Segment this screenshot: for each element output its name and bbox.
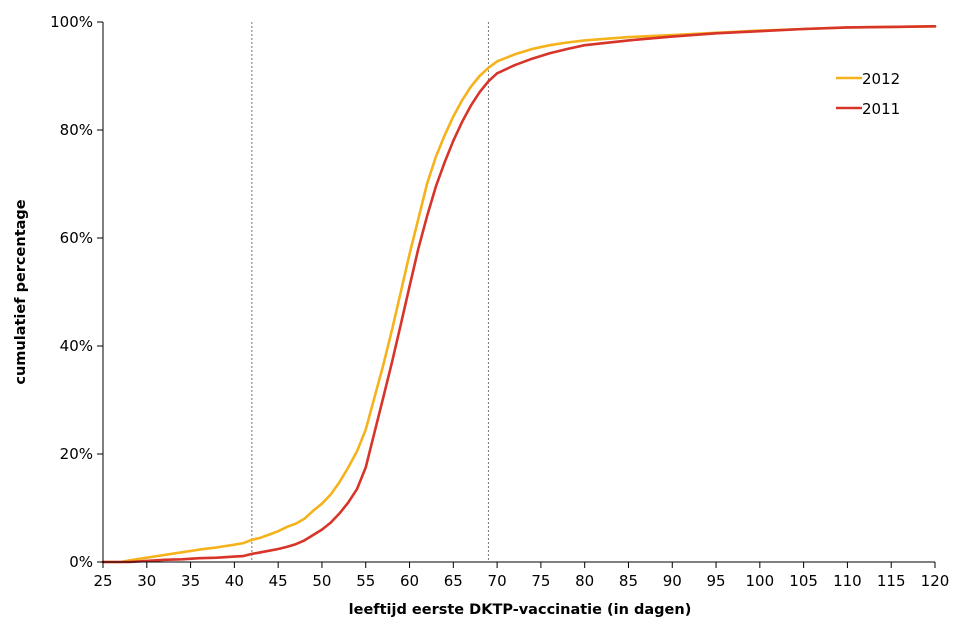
reference-lines [251, 22, 489, 562]
y-tick-label: 100% [50, 13, 93, 31]
x-tick-label: 120 [921, 572, 950, 590]
x-axis-title: leeftijd eerste DKTP-vaccinatie (in dage… [349, 602, 692, 618]
x-tick-label: 80 [575, 572, 594, 590]
x-tick-label: 75 [531, 572, 550, 590]
y-axis-title: cumulatief percentage [13, 199, 29, 384]
x-tick-label: 95 [707, 572, 726, 590]
x-tick-label: 30 [137, 572, 156, 590]
x-tick-label: 55 [356, 572, 375, 590]
legend: 2012 2011 [836, 70, 900, 118]
x-tick-label: 35 [181, 572, 200, 590]
x-tick-label: 100 [746, 572, 775, 590]
series-line-2011 [101, 25, 937, 564]
x-tick-label: 40 [225, 572, 244, 590]
x-tick-label: 90 [663, 572, 682, 590]
series-layer [101, 25, 937, 564]
x-tick-label: 25 [93, 572, 112, 590]
y-tick-label: 80% [60, 121, 93, 139]
y-tick-label: 60% [60, 229, 93, 247]
y-tick-label: 40% [60, 337, 93, 355]
x-tick-label: 110 [833, 572, 862, 590]
x-tick-label: 65 [444, 572, 463, 590]
y-tick-label: 0% [69, 553, 93, 571]
x-tick-label: 115 [877, 572, 906, 590]
x-tick-label: 85 [619, 572, 638, 590]
x-tick-label: 50 [312, 572, 331, 590]
legend-label-2011: 2011 [862, 100, 900, 118]
axes: 0% 20% 40% 60% 80% 100% 25 30 35 40 45 50 55 60 65 70 75… [50, 13, 949, 590]
x-tick-label: 60 [400, 572, 419, 590]
series-line-2012 [101, 25, 937, 564]
x-tick-label: 70 [488, 572, 507, 590]
x-tick-label: 45 [269, 572, 288, 590]
x-tick-label: 105 [789, 572, 818, 590]
legend-label-2012: 2012 [862, 70, 900, 88]
y-tick-label: 20% [60, 445, 93, 463]
